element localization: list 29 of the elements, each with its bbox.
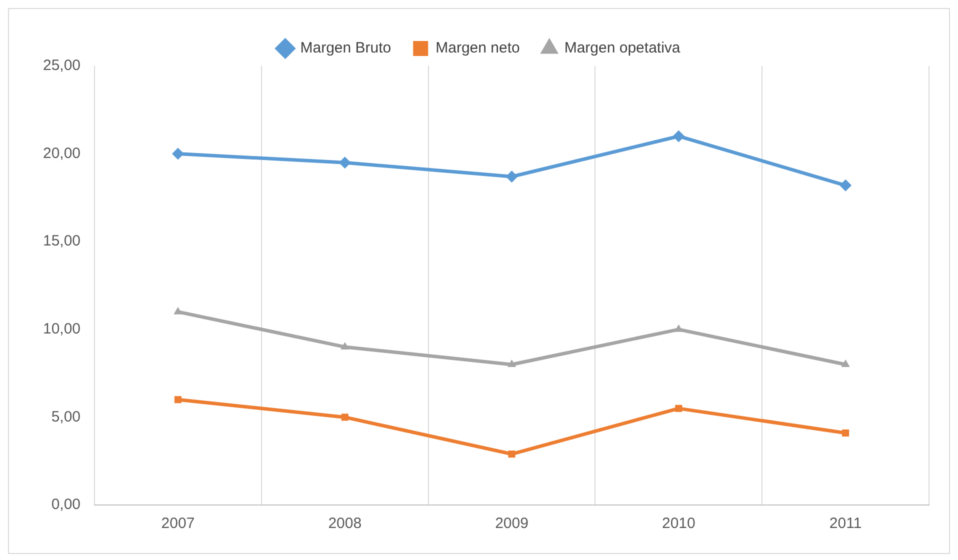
- point: [675, 404, 682, 412]
- x-tick-label: 2010: [662, 515, 696, 532]
- point: [507, 360, 516, 368]
- point: [174, 396, 182, 404]
- point: [341, 414, 348, 421]
- x-tick-label: 2011: [829, 515, 862, 532]
- point: [672, 130, 685, 142]
- point: [174, 306, 182, 314]
- y-tick-label: 25,00: [42, 57, 81, 74]
- y-tick-label: 10,00: [42, 320, 81, 338]
- point: [506, 170, 518, 183]
- point: [338, 156, 351, 169]
- y-tick-label: 5,00: [51, 408, 81, 426]
- y-tick-label: 15,00: [42, 232, 81, 250]
- x-tick-label: 2009: [495, 515, 528, 532]
- point: [508, 450, 516, 458]
- legend-label: Margen opetativa: [564, 40, 681, 57]
- point: [840, 179, 852, 192]
- legend-label: Margen Bruto: [300, 40, 392, 57]
- point: [842, 429, 850, 437]
- y-tick-label: 20,00: [42, 144, 81, 162]
- point: [674, 324, 683, 332]
- y-tick-label: 0,00: [51, 496, 81, 514]
- legend-label: Margen neto: [436, 40, 520, 57]
- x-tick-label: 2008: [328, 515, 362, 532]
- x-tick-label: 2007: [161, 515, 195, 532]
- point: [340, 342, 350, 350]
- point: [841, 360, 850, 368]
- point: [172, 148, 184, 160]
